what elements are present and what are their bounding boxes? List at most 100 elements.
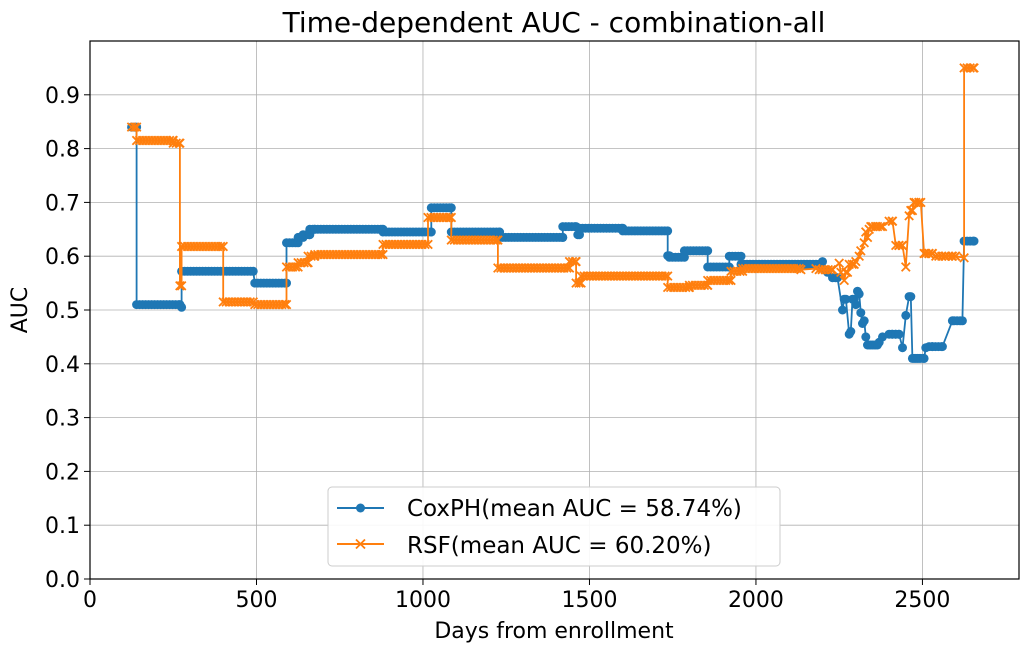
data-point-rsf <box>947 251 958 262</box>
data-point-coxph <box>851 300 861 310</box>
data-point-coxph <box>894 329 904 339</box>
y-tick-label: 0.1 <box>45 514 80 539</box>
data-point-rsf <box>915 197 926 208</box>
data-point-rsf <box>842 267 853 278</box>
data-point-rsf <box>175 138 185 149</box>
data-point-coxph <box>838 305 847 315</box>
data-point-rsf <box>293 262 303 272</box>
data-point-coxph <box>833 273 842 283</box>
data-point-rsf <box>826 264 837 275</box>
data-point-rsf <box>887 216 898 227</box>
data-point-coxph <box>859 316 869 326</box>
x-tick-label: 0 <box>83 588 97 613</box>
data-point-rsf <box>839 275 850 286</box>
data-point-coxph <box>861 332 871 342</box>
legend-marker-rsf <box>355 538 366 550</box>
data-point-rsf <box>834 258 845 269</box>
data-point-coxph <box>957 316 967 326</box>
x-tick-label: 1000 <box>395 588 451 613</box>
data-point-rsf <box>131 122 142 132</box>
data-point-rsf <box>914 197 924 208</box>
x-axis-label: Days from enrollment <box>434 619 674 644</box>
data-point-coxph <box>558 232 568 242</box>
y-tick-label: 0.7 <box>45 191 80 216</box>
data-point-coxph <box>248 266 258 276</box>
x-tick-label: 500 <box>235 588 277 613</box>
data-point-rsf <box>699 280 710 291</box>
data-point-rsf <box>900 262 911 272</box>
legend-label-coxph: CoxPH(mean AUC = 58.74%) <box>407 496 742 522</box>
data-point-rsf <box>907 205 918 216</box>
data-point-coxph <box>937 342 947 352</box>
data-point-rsf <box>375 249 386 260</box>
data-point-rsf <box>493 235 503 245</box>
data-point-coxph <box>854 289 864 299</box>
x-tick-label: 2500 <box>894 588 950 613</box>
grid-lines <box>89 41 1019 580</box>
data-point-rsf <box>420 239 430 250</box>
data-point-coxph <box>856 308 866 318</box>
data-point-rsf <box>281 299 292 310</box>
data-point-coxph <box>919 353 929 363</box>
data-point-rsf <box>423 239 433 250</box>
x-tick-label: 2000 <box>728 588 784 613</box>
data-point-rsf <box>859 237 870 248</box>
data-point-coxph <box>898 343 907 353</box>
data-point-rsf <box>969 63 979 73</box>
x-tick-label: 1500 <box>561 588 617 613</box>
data-point-rsf <box>855 245 866 256</box>
data-point-coxph <box>841 294 851 304</box>
data-point-coxph <box>703 246 713 256</box>
data-point-coxph <box>426 227 436 237</box>
y-tick-label: 0.2 <box>45 460 80 485</box>
y-tick-label: 0.5 <box>45 299 80 324</box>
data-point-coxph <box>901 310 911 320</box>
data-point-rsf <box>660 271 670 281</box>
data-point-rsf <box>662 271 673 281</box>
data-point-rsf <box>290 262 301 272</box>
y-tick-label: 0.8 <box>45 138 80 163</box>
data-point-rsf <box>726 275 736 286</box>
data-point-rsf <box>959 252 969 263</box>
data-point-rsf <box>924 248 934 259</box>
chart-title: Time-dependent AUC - combination-all <box>282 6 826 39</box>
data-point-rsf <box>894 240 904 251</box>
data-point-rsf <box>245 297 256 307</box>
legend-label-rsf: RSF(mean AUC = 60.20%) <box>407 533 712 559</box>
y-tick-label: 0.6 <box>45 245 80 270</box>
data-point-rsf <box>904 210 914 221</box>
data-point-rsf <box>950 251 961 262</box>
data-point-rsf <box>279 299 290 310</box>
y-tick-label: 0.9 <box>45 84 80 109</box>
data-point-rsf <box>444 212 454 223</box>
data-point-coxph <box>663 226 673 236</box>
data-point-rsf <box>723 275 734 286</box>
data-point-rsf <box>796 264 806 275</box>
legend-marker-coxph <box>356 503 365 513</box>
data-point-rsf <box>823 264 834 275</box>
data-point-rsf <box>215 241 226 252</box>
data-point-rsf <box>175 280 185 291</box>
data-point-coxph <box>736 251 746 261</box>
data-point-rsf <box>491 235 502 245</box>
series-layer <box>126 63 979 363</box>
y-tick-label: 0.3 <box>45 407 80 432</box>
data-point-coxph <box>846 327 856 336</box>
data-point-rsf <box>850 256 861 267</box>
data-point-rsf <box>571 256 581 267</box>
data-point-rsf <box>446 212 457 223</box>
data-point-rsf <box>567 256 578 267</box>
data-point-coxph <box>177 302 187 312</box>
axis-ticks: 0 500 1000 1500 2000 2500 0.0 0.1 0.2 0.3 0.4 0.5 0.… <box>45 84 950 613</box>
series-markers-rsf <box>126 63 979 310</box>
data-point-rsf <box>884 216 894 227</box>
data-point-rsf <box>841 267 851 278</box>
data-point-rsf <box>854 251 865 262</box>
data-point-coxph <box>969 236 979 246</box>
data-point-coxph <box>906 292 916 302</box>
data-point-rsf <box>129 122 140 132</box>
data-point-rsf <box>218 241 229 252</box>
data-point-rsf <box>378 249 388 260</box>
data-point-rsf <box>897 240 908 251</box>
